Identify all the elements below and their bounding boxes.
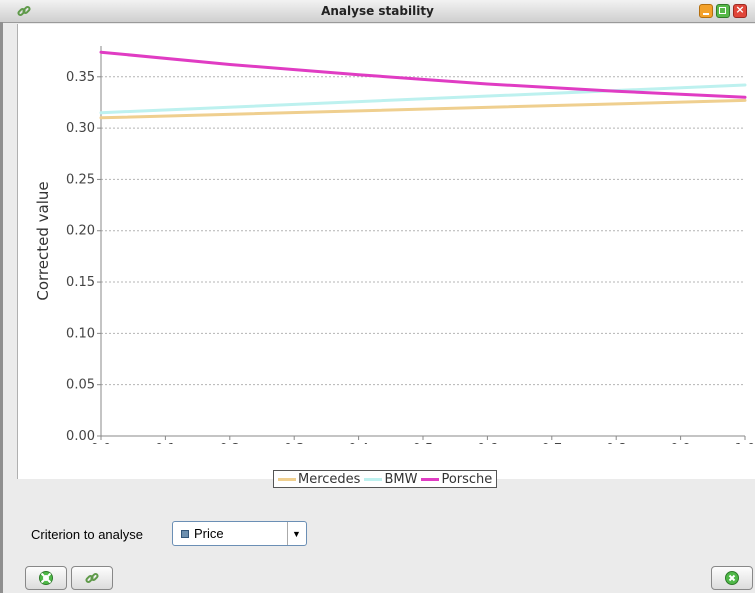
title-bar: Analyse stability × — [0, 0, 755, 23]
maximize-icon — [719, 7, 726, 14]
lifebuoy-icon — [39, 571, 53, 585]
x-tick-label: 0.0 — [91, 442, 112, 444]
criterion-color-swatch — [181, 530, 189, 538]
dropdown-toggle[interactable]: ▼ — [287, 522, 306, 545]
x-tick-label: 0.2 — [219, 442, 240, 444]
legend-label: Mercedes — [298, 471, 361, 487]
window-title: Analyse stability — [321, 4, 434, 18]
criterion-value: Price — [194, 526, 224, 541]
legend-item-bmw: BMW — [364, 472, 417, 487]
y-tick-label: 0.05 — [66, 378, 95, 393]
legend-swatch — [364, 477, 383, 481]
line-chart: 0.00 0.05 0.10 0.15 0.20 0.25 0.30 0.35 0.0 0.1 0.… — [34, 46, 755, 444]
maximize-button[interactable] — [716, 4, 730, 18]
chart-legend: Mercedes BMW Porsche — [273, 470, 498, 488]
x-tick-label: 0.8 — [606, 442, 627, 444]
help-button[interactable] — [25, 566, 67, 590]
close-icon: × — [735, 3, 745, 16]
link-icon — [85, 572, 99, 584]
x-tick-label: 1.0 — [735, 442, 755, 444]
x-tick-label: 0.3 — [284, 442, 305, 444]
x-tick-label: 0.9 — [670, 442, 691, 444]
y-tick-label: 0.25 — [66, 172, 95, 187]
window-frame — [0, 22, 3, 593]
link-button[interactable] — [71, 566, 113, 590]
x-tick-label: 0.5 — [413, 442, 434, 444]
x-tick-label: 0.6 — [477, 442, 498, 444]
legend-label: BMW — [384, 471, 418, 487]
series-line-porsche — [99, 50, 747, 99]
y-tick-label: 0.30 — [66, 121, 95, 136]
legend-item-mercedes: Mercedes — [278, 472, 360, 487]
y-tick-label: 0.15 — [66, 275, 95, 290]
minimize-button[interactable] — [699, 4, 713, 18]
y-tick-label: 0.10 — [66, 326, 95, 341]
cancel-button[interactable] — [711, 566, 753, 590]
series-line-bmw — [99, 83, 747, 115]
link-icon — [17, 5, 31, 17]
criterion-label: Criterion to analyse — [31, 527, 143, 542]
y-tick-label: 0.00 — [66, 429, 95, 444]
legend-swatch — [421, 477, 440, 481]
chart-panel: 0.00 0.05 0.10 0.15 0.20 0.25 0.30 0.35 0.0 0.1 0.… — [17, 24, 755, 488]
minimize-icon — [703, 13, 709, 15]
y-tick-label: 0.20 — [66, 224, 95, 239]
y-tick-label: 0.35 — [66, 70, 95, 85]
x-tick-label: 0.4 — [348, 442, 369, 444]
y-axis-label: Corrected value — [34, 181, 52, 300]
series-line-mercedes — [99, 98, 747, 120]
x-tick-label: 0.7 — [541, 442, 562, 444]
chevron-down-icon: ▼ — [292, 529, 301, 539]
x-tick-label: 0.1 — [155, 442, 176, 444]
legend-item-porsche: Porsche — [421, 472, 492, 487]
cancel-icon — [725, 571, 739, 585]
legend-label: Porsche — [441, 471, 493, 487]
legend-swatch — [278, 477, 296, 481]
criterion-select[interactable]: Price ▼ — [172, 521, 307, 546]
close-button[interactable]: × — [733, 3, 747, 18]
